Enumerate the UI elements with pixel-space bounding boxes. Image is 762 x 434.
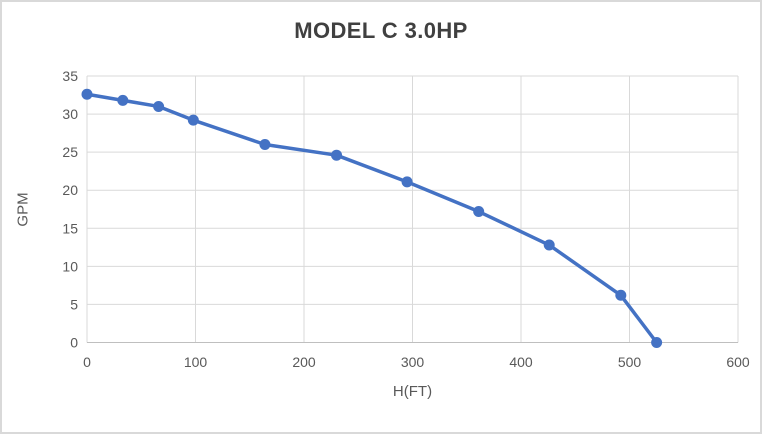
- x-tick-label: 100: [184, 354, 208, 370]
- series-line: [85, 92, 659, 345]
- y-axis-title-text: GPM: [14, 192, 32, 227]
- data-point-marker: [81, 88, 93, 100]
- y-tick-label: 30: [62, 106, 78, 122]
- y-tick-label: 10: [62, 258, 78, 274]
- x-tick-label: 600: [726, 354, 750, 370]
- y-tick-label: 20: [62, 182, 78, 198]
- data-point-marker: [651, 337, 663, 348]
- y-tick-label: 5: [70, 296, 78, 312]
- x-tick-label: 300: [401, 354, 425, 370]
- x-tick-label: 500: [618, 354, 642, 370]
- y-tick-label: 0: [70, 335, 78, 351]
- data-point-marker: [259, 139, 271, 151]
- data-point-marker: [153, 100, 165, 112]
- y-tick-label: 25: [62, 144, 78, 160]
- data-point-marker: [117, 94, 129, 106]
- x-tick-label: 200: [292, 354, 316, 370]
- x-axis-title: H(FT): [392, 383, 433, 400]
- chart-title: MODEL C 3.0HP: [294, 18, 468, 43]
- y-tick-label: 15: [62, 220, 78, 236]
- data-point-marker: [331, 149, 343, 161]
- data-point-marker: [615, 289, 627, 301]
- data-point-marker: [543, 239, 555, 251]
- x-tick-label: 0: [83, 354, 91, 370]
- data-point-marker: [473, 206, 485, 218]
- data-point-marker: [401, 176, 413, 188]
- y-tick-label: 35: [62, 68, 78, 84]
- data-point-marker: [187, 114, 199, 126]
- x-tick-label: 400: [509, 354, 533, 370]
- y-axis-title: GPM: [12, 76, 34, 343]
